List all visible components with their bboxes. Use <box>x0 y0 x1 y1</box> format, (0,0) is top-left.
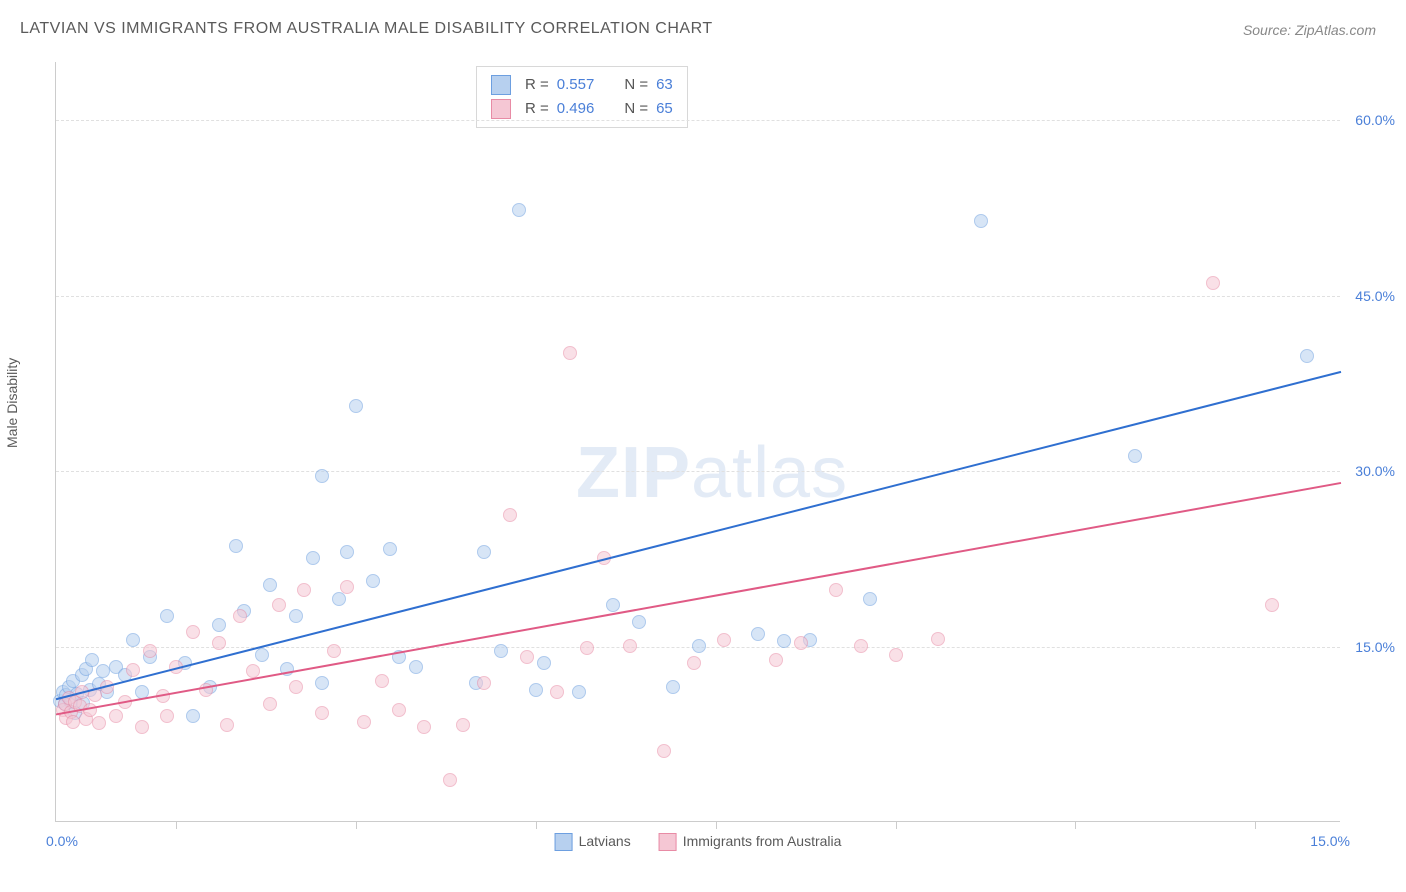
series-legend: Latvians Immigrants from Australia <box>555 833 842 851</box>
x-axis-max-label: 15.0% <box>1310 833 1350 849</box>
y-tick-label: 15.0% <box>1355 639 1395 655</box>
chart-title: LATVIAN VS IMMIGRANTS FROM AUSTRALIA MAL… <box>20 20 713 38</box>
y-tick-label: 45.0% <box>1355 288 1395 304</box>
x-axis-min-label: 0.0% <box>46 833 78 849</box>
y-tick-label: 60.0% <box>1355 112 1395 128</box>
legend-label-series1: Latvians <box>579 833 631 849</box>
trend-line <box>56 372 1341 699</box>
trend-lines <box>56 62 1341 822</box>
legend-label-series2: Immigrants from Australia <box>683 833 842 849</box>
x-tick <box>1075 821 1076 829</box>
legend-item-series2: Immigrants from Australia <box>659 833 842 851</box>
x-tick <box>896 821 897 829</box>
legend-swatch-series2-bottom <box>659 833 677 851</box>
x-tick <box>1255 821 1256 829</box>
legend-swatch-series1-bottom <box>555 833 573 851</box>
y-tick-label: 30.0% <box>1355 463 1395 479</box>
x-tick <box>176 821 177 829</box>
x-tick <box>356 821 357 829</box>
y-axis-label: Male Disability <box>4 358 20 448</box>
x-tick <box>536 821 537 829</box>
trend-line <box>56 483 1341 715</box>
legend-item-series1: Latvians <box>555 833 631 851</box>
source-attribution: Source: ZipAtlas.com <box>1243 22 1376 38</box>
chart-plot-area: ZIPatlas R = 0.557 N = 63 R = 0.496 N = … <box>55 62 1340 822</box>
x-tick <box>716 821 717 829</box>
